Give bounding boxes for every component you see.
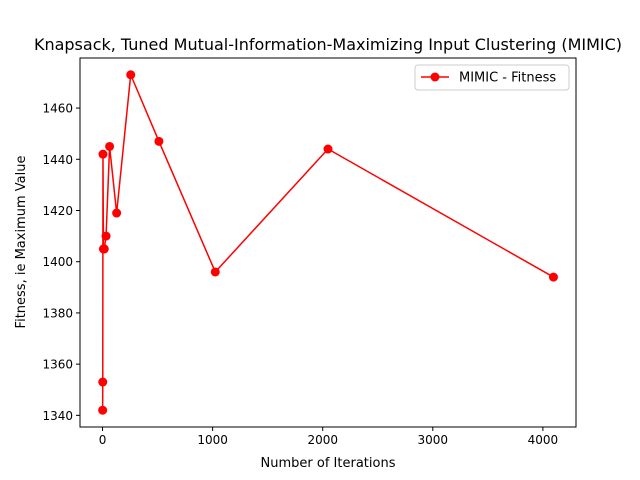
x-tick-label: 4000 (528, 433, 559, 447)
data-point (210, 267, 220, 277)
data-point (99, 244, 109, 254)
data-point (154, 136, 164, 146)
y-tick-label: 1420 (42, 204, 73, 218)
data-point (98, 377, 108, 387)
y-axis-label: Fitness, ie Maximum Value (14, 156, 29, 329)
data-point (98, 405, 108, 415)
x-tick-label: 0 (99, 433, 107, 447)
data-point (548, 272, 558, 282)
y-tick-label: 1340 (42, 409, 73, 423)
x-tick-label: 1000 (197, 433, 228, 447)
y-tick-label: 1460 (42, 102, 73, 116)
x-axis: 0 1000 2000 3000 4000 (99, 427, 558, 447)
legend-marker (430, 72, 440, 82)
x-tick-label: 2000 (307, 433, 338, 447)
x-tick-label: 3000 (418, 433, 449, 447)
x-axis-label: Number of Iterations (261, 456, 396, 471)
legend: MIMIC - Fitness (414, 64, 570, 91)
data-point (323, 144, 333, 154)
axes-frame (79, 57, 577, 428)
y-tick-label: 1380 (42, 306, 73, 320)
y-axis: 1340 1360 1380 1400 1420 1440 1460 (42, 102, 80, 423)
y-tick-label: 1360 (42, 358, 73, 372)
y-tick-label: 1440 (42, 153, 73, 167)
legend-label: MIMIC - Fitness (459, 71, 556, 86)
data-point (101, 231, 111, 241)
legend-box (414, 64, 570, 91)
plot-area (98, 70, 558, 415)
data-point (126, 70, 136, 80)
data-point (112, 208, 122, 218)
series-line (101, 74, 554, 411)
data-point (105, 141, 115, 151)
y-tick-label: 1400 (42, 255, 73, 269)
data-point (98, 149, 108, 159)
chart-title: Knapsack, Tuned Mutual-Information-Maxim… (34, 35, 622, 54)
